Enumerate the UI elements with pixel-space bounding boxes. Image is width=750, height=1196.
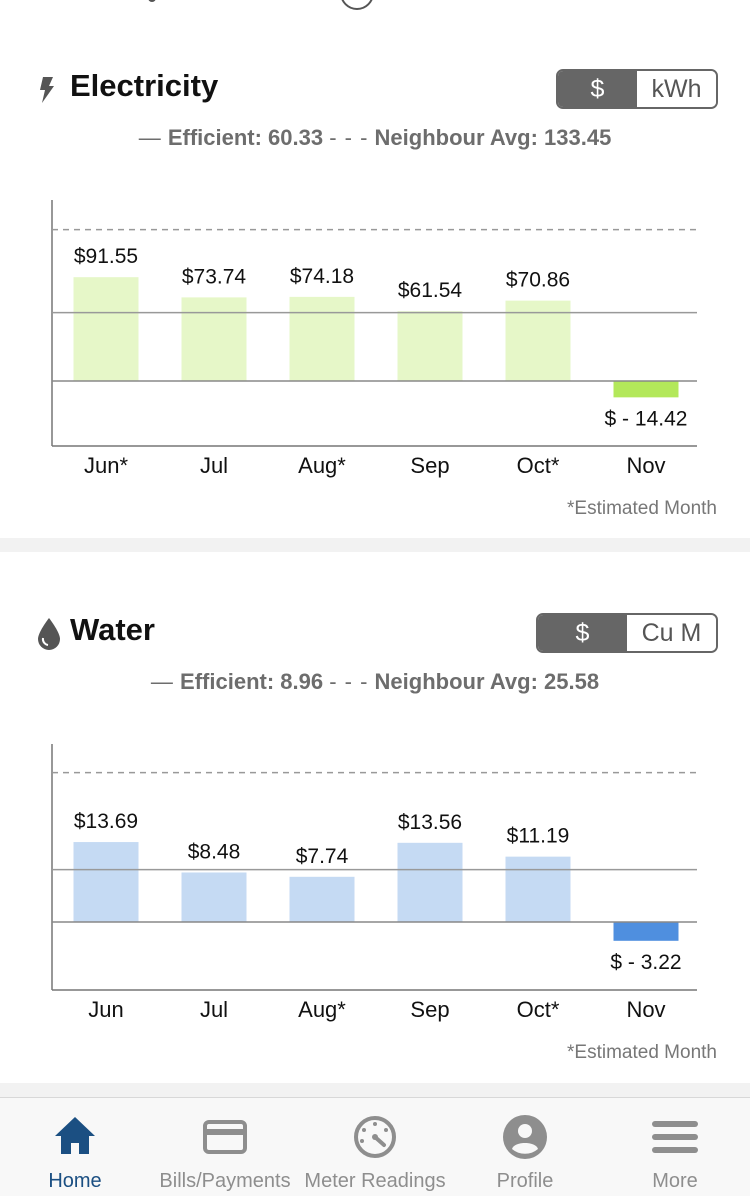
- water-bar[interactable]: [397, 842, 463, 922]
- water-unit-toggle: $ Cu M: [536, 613, 718, 653]
- electricity-bar-chart: $91.55 Jun* $73.74 Jul $74.18 Aug* $61.54 Sep $7…: [51, 200, 697, 478]
- water-category-label: Jul: [200, 997, 228, 1022]
- electricity-bar[interactable]: [397, 311, 463, 381]
- water-category-label: Sep: [410, 997, 449, 1022]
- water-data-label: $13.69: [74, 810, 138, 833]
- water-category-label: Nov: [626, 997, 665, 1022]
- efficient-line-symbol: —: [150, 669, 174, 694]
- electricity-data-label: $61.54: [398, 279, 463, 302]
- nav-profile-label: Profile: [496, 1170, 554, 1192]
- nav-home-label: Home: [48, 1170, 102, 1192]
- nav-profile[interactable]: Profile: [450, 1098, 600, 1196]
- water-legend: — Efficient: 8.96 - - - Neighbour Avg: 2…: [0, 669, 750, 695]
- water-bar[interactable]: [289, 876, 355, 922]
- water-drop-icon: [38, 618, 60, 650]
- nav-home[interactable]: Home: [0, 1098, 150, 1196]
- electricity-kwh-option[interactable]: kWh: [637, 71, 716, 107]
- water-data-label: $7.74: [296, 845, 349, 868]
- water-category-label: Jun: [88, 997, 123, 1022]
- section-divider: [0, 538, 750, 552]
- electricity-legend: — Efficient: 60.33 - - - Neighbour Avg: …: [0, 125, 750, 151]
- electricity-data-label: $74.18: [290, 265, 354, 288]
- nav-bills-payments-label: Bills/Payments: [159, 1170, 291, 1192]
- lightning-icon: [40, 77, 54, 103]
- water-data-label: $11.19: [507, 825, 570, 848]
- neighbour-avg-value: Neighbour Avg: 25.58: [374, 669, 600, 694]
- electricity-data-label: $91.55: [74, 245, 138, 268]
- water-data-label: $13.56: [398, 811, 462, 834]
- water-cubic-meter-option[interactable]: Cu M: [627, 615, 716, 651]
- electricity-bar[interactable]: [181, 297, 247, 381]
- electricity-data-label: $70.86: [506, 269, 570, 292]
- section-divider: [0, 1083, 750, 1097]
- user-profile-icon: [503, 1115, 547, 1159]
- efficient-value: Efficient: 60.33: [167, 125, 324, 150]
- electricity-data-label: $73.74: [182, 265, 247, 288]
- top-cutoff-header: [0, 0, 750, 10]
- electricity-bar[interactable]: [289, 296, 355, 381]
- nav-meter-readings[interactable]: Meter Readings: [300, 1098, 450, 1196]
- electricity-estimated-note: *Estimated Month: [567, 498, 717, 519]
- water-bar-chart: $13.69 Jun $8.48 Jul $7.74 Aug* $13.56 Sep $11.1…: [51, 744, 697, 1022]
- water-title: Water: [70, 612, 155, 647]
- electricity-category-label: Sep: [410, 453, 449, 478]
- electricity-section: Electricity $ kWh — Efficient: 60.33 - -…: [0, 10, 750, 538]
- home-icon: [55, 1117, 95, 1154]
- neighbour-line-symbol: - - -: [329, 125, 369, 150]
- info-icon[interactable]: [340, 0, 374, 10]
- electricity-chart: $91.55 Jun* $73.74 Jul $74.18 Aug* $61.54 Sep $7…: [0, 10, 750, 538]
- meter-gauge-icon: [354, 1116, 396, 1158]
- electricity-dollar-option[interactable]: $: [558, 71, 637, 107]
- credit-card-icon: [203, 1120, 247, 1154]
- electricity-category-label: Jul: [200, 453, 228, 478]
- electricity-bar[interactable]: [73, 277, 139, 381]
- electricity-category-label: Jun*: [84, 453, 128, 478]
- water-category-label: Aug*: [298, 997, 346, 1022]
- water-chart: $13.69 Jun $8.48 Jul $7.74 Aug* $13.56 Sep $11.1…: [0, 552, 750, 1083]
- water-dollar-option[interactable]: $: [538, 615, 627, 651]
- electricity-category-label: Aug*: [298, 453, 346, 478]
- nav-more-label: More: [652, 1170, 698, 1192]
- nav-meter-readings-label: Meter Readings: [304, 1170, 446, 1192]
- water-section: Water $ Cu M — Efficient: 8.96 - - - Nei…: [0, 552, 750, 1083]
- water-bar[interactable]: [505, 856, 571, 922]
- electricity-bar[interactable]: [613, 381, 679, 398]
- efficient-value: Efficient: 8.96: [180, 669, 324, 694]
- electricity-unit-toggle: $ kWh: [556, 69, 718, 109]
- electricity-bar[interactable]: [505, 300, 571, 381]
- water-bar[interactable]: [613, 922, 679, 941]
- water-data-label: $8.48: [188, 840, 241, 863]
- bottom-navigation: Home Bills/Payments Meter Readings Profi…: [0, 1097, 750, 1196]
- nav-more[interactable]: More: [600, 1098, 750, 1196]
- menu-lines-icon: [652, 1121, 698, 1153]
- electricity-category-label: Nov: [626, 453, 665, 478]
- electricity-category-label: Oct*: [517, 453, 560, 478]
- electricity-data-label: $ - 14.42: [605, 407, 688, 430]
- water-estimated-note: *Estimated Month: [567, 1042, 717, 1063]
- water-category-label: Oct*: [517, 997, 560, 1022]
- neighbour-avg-value: Neighbour Avg: 133.45: [374, 125, 612, 150]
- water-bar[interactable]: [181, 872, 247, 922]
- electricity-title: Electricity: [70, 68, 219, 103]
- cutoff-text-fragment: [148, 0, 156, 2]
- efficient-line-symbol: —: [138, 125, 162, 150]
- water-bar[interactable]: [73, 842, 139, 922]
- water-data-label: $ - 3.22: [610, 951, 681, 974]
- neighbour-line-symbol: - - -: [329, 669, 369, 694]
- nav-bills-payments[interactable]: Bills/Payments: [150, 1098, 300, 1196]
